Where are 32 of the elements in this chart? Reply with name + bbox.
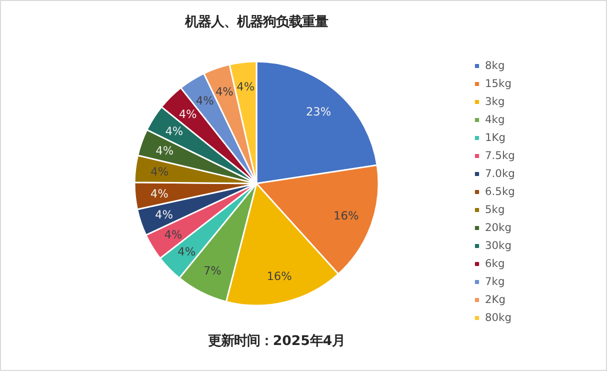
legend-label: 2Kg (485, 292, 506, 306)
legend-label: 6.5kg (485, 184, 515, 198)
legend-label: 80kg (485, 310, 512, 324)
data-label: 16% (334, 208, 359, 222)
legend-label: 15kg (485, 76, 512, 90)
chart-title: 机器人、机器狗负载重量 (184, 14, 328, 30)
data-label: 16% (266, 268, 292, 283)
legend-label: 1Kg (485, 130, 506, 144)
legend-label: 7kg (485, 274, 505, 288)
data-label: 4% (150, 186, 169, 200)
legend-label: 6kg (485, 256, 505, 270)
legend-label: 7.5kg (485, 148, 515, 162)
data-label: 4% (178, 244, 196, 259)
data-label: 4% (150, 164, 169, 179)
data-label: 23% (306, 104, 332, 118)
data-label: 4% (164, 227, 182, 242)
data-label: 4% (178, 107, 198, 122)
data-label: 4% (155, 208, 174, 222)
legend-label: 7.0kg (485, 166, 515, 180)
data-label: 4% (165, 124, 184, 138)
legend-label: 20kg (485, 220, 512, 234)
legend-label: 30kg (485, 238, 512, 252)
legend-label: 4kg (485, 112, 505, 126)
legend-label: 8kg (485, 58, 505, 72)
text: 更新时间：2025年4月 (208, 333, 346, 349)
legend-label: 5kg (485, 202, 505, 216)
data-label: 4% (196, 94, 214, 108)
data-label: 4% (215, 84, 234, 98)
data-label: 7% (203, 264, 222, 278)
legend-label: 3kg (485, 94, 505, 108)
data-label: 4% (156, 144, 174, 158)
data-label: 4% (236, 80, 255, 94)
